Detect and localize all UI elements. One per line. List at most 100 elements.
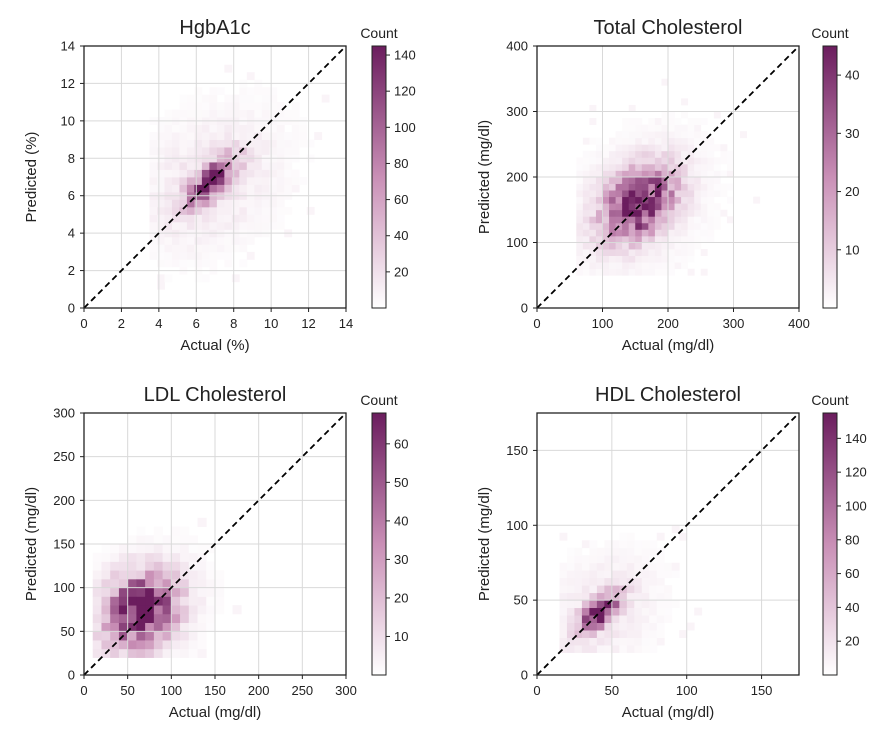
heatmap-cell [224, 214, 233, 223]
heatmap-cell [602, 177, 610, 184]
heatmap-cell [648, 216, 656, 224]
heatmap-cell [171, 640, 181, 650]
heatmap-cell [118, 544, 129, 554]
heatmap-cell [609, 190, 616, 198]
heatmap-cell [596, 555, 605, 564]
heatmap-cell [171, 236, 180, 245]
heatmap-cell [582, 249, 590, 256]
y-tick-label: 400 [506, 39, 528, 54]
heatmap-cell [215, 570, 225, 580]
heatmap-cell [641, 555, 650, 564]
heatmap-cell [559, 645, 568, 653]
heatmap-cell [276, 169, 285, 178]
heatmap-cell [92, 622, 102, 632]
heatmap-cell [145, 570, 155, 580]
heatmap-cell [700, 229, 708, 237]
heatmap-cell [602, 190, 610, 198]
heatmap-cell [171, 535, 181, 545]
heatmap-cell [681, 190, 689, 198]
heatmap-cell [180, 544, 190, 554]
heatmap-cell [713, 163, 721, 171]
heatmap-cell [254, 147, 263, 155]
heatmap-cell [656, 592, 665, 601]
heatmap-cell [239, 221, 248, 230]
heatmap-cell [186, 162, 195, 170]
heatmap-cell [239, 184, 248, 193]
heatmap-cell [615, 137, 623, 145]
heatmap-cell [604, 622, 613, 631]
heatmap-cell [611, 607, 620, 616]
heatmap-cell [656, 555, 665, 564]
heatmap-cell [110, 570, 120, 580]
heatmap-cell [681, 144, 689, 152]
heatmap-cell [668, 242, 675, 250]
heatmap-cell [615, 249, 623, 256]
heatmap-cell [261, 169, 270, 178]
heatmap-cell [197, 517, 207, 527]
heatmap-cell [194, 221, 203, 230]
heatmap-cell [687, 242, 695, 250]
heatmap-cell [628, 150, 636, 158]
heatmap-cell [206, 578, 216, 589]
heatmap-cell [156, 244, 165, 253]
heatmap-cell [687, 137, 695, 145]
heatmap-cell [216, 251, 225, 260]
heatmap-cell [604, 577, 613, 586]
heatmap-cell [622, 150, 630, 158]
heatmap-cell [566, 645, 575, 653]
heatmap-cell [149, 162, 158, 170]
heatmap-cell [224, 162, 233, 170]
heatmap-cell [209, 221, 218, 230]
heatmap-cell [246, 214, 255, 223]
heatmap-cell [648, 222, 656, 230]
heatmap-cell [216, 177, 225, 185]
heatmap-cell [671, 562, 680, 571]
heatmap-cell [194, 177, 203, 185]
heatmap-cell [694, 131, 702, 139]
heatmap-cell [179, 236, 188, 245]
x-tick-label: 100 [160, 683, 182, 698]
heatmap-cell [201, 109, 210, 118]
heatmap-cell [635, 183, 643, 191]
heatmap-cell [589, 585, 598, 594]
heatmap-cell [641, 577, 650, 586]
heatmap-cell [595, 183, 603, 191]
y-tick-label: 0 [68, 668, 75, 683]
heatmap-cell [619, 607, 628, 616]
heatmap-cell [694, 235, 702, 243]
heatmap-cell [641, 229, 649, 237]
heatmap-cell [707, 163, 715, 171]
heatmap-cell [231, 274, 240, 283]
heatmap-cell [615, 229, 623, 237]
colorbar-tick-label: 30 [394, 552, 408, 567]
heatmap-cell [694, 124, 702, 132]
heatmap-cell [179, 259, 188, 268]
heatmap-cell [681, 111, 689, 119]
heatmap-cell [197, 648, 207, 658]
heatmap-cell [136, 570, 146, 580]
heatmap-cell [635, 249, 643, 256]
colorbar-tick-label: 40 [845, 600, 859, 615]
heatmap-cell [648, 118, 656, 125]
heatmap-cell [127, 631, 137, 641]
heatmap-cell [188, 640, 198, 650]
heatmap-cell [566, 570, 575, 579]
heatmap-cell [164, 162, 173, 170]
heatmap-cell [589, 222, 597, 230]
heatmap-cell [239, 124, 248, 133]
heatmap-cell [694, 190, 702, 198]
heatmap-cell [136, 622, 146, 632]
heatmap-cell [596, 600, 605, 609]
heatmap-cell [641, 607, 650, 616]
colorbar-gradient [822, 412, 838, 676]
heatmap-cell [649, 585, 658, 594]
heatmap-cell [661, 196, 669, 204]
heatmap-cell [171, 124, 180, 133]
heatmap-cell [615, 150, 623, 158]
heatmap-cell [654, 144, 662, 152]
heatmap-cell [589, 183, 597, 191]
x-tick-label: 0 [533, 316, 540, 331]
y-tick-label: 100 [506, 235, 528, 250]
heatmap-cell [609, 209, 616, 217]
heatmap-cell [581, 585, 590, 594]
